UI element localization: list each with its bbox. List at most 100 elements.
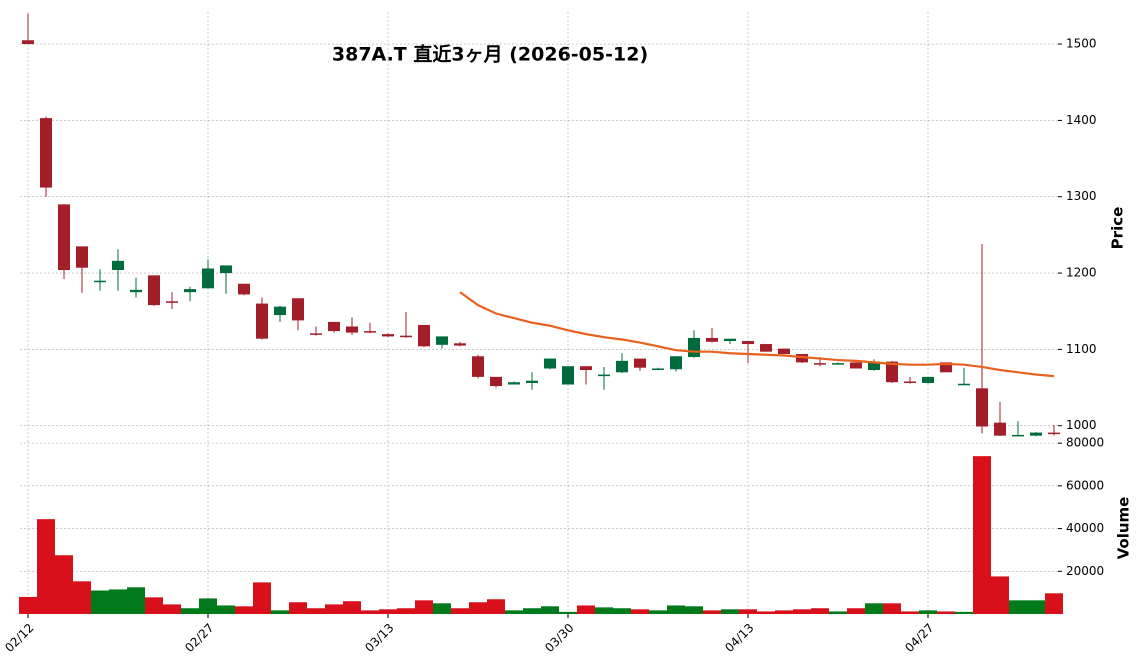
candle-body — [310, 333, 322, 335]
y-tick-label: 20000 — [1066, 564, 1104, 578]
candle-body — [544, 358, 556, 369]
volume-bar — [1045, 593, 1063, 614]
candle-body — [202, 268, 214, 289]
volume-bar — [973, 456, 991, 614]
volume-bar — [307, 608, 325, 614]
candle-body — [112, 260, 124, 271]
candle-body — [382, 334, 394, 337]
candle-body — [940, 362, 952, 373]
candle-body — [706, 337, 718, 342]
volume-bar — [559, 611, 577, 614]
candle-body — [238, 283, 250, 295]
candle-body — [994, 422, 1006, 436]
candle-body — [346, 326, 358, 333]
x-tick-label: 04/27 — [902, 621, 936, 655]
candle-body — [634, 358, 646, 368]
volume-bar — [757, 611, 775, 614]
volume-bar — [703, 610, 721, 614]
candle-body — [598, 374, 610, 377]
volume-bar — [325, 604, 343, 614]
candle-body — [436, 336, 448, 345]
volume-bar — [955, 611, 973, 614]
candle-body — [778, 348, 790, 354]
volume-bar — [253, 582, 271, 614]
volume-bar — [289, 602, 307, 614]
candle-body — [976, 388, 988, 427]
candle-body — [94, 280, 106, 283]
chart-title: 387A.T 直近3ヶ月 (2026-05-12) — [332, 43, 648, 66]
candle-body — [130, 289, 142, 293]
volume-bar — [613, 608, 631, 614]
candle-body — [670, 356, 682, 370]
candle-body — [328, 321, 340, 332]
candle-body — [580, 366, 592, 371]
candle-body — [418, 324, 430, 347]
volume-bar — [487, 599, 505, 614]
volume-bar — [343, 601, 361, 614]
volume-bar — [919, 610, 937, 614]
candle-body — [796, 353, 808, 363]
volume-bar — [577, 605, 595, 614]
volume-bar — [829, 611, 847, 614]
volume-bar — [397, 608, 415, 614]
volume-bar — [667, 605, 685, 614]
volume-bar — [415, 600, 433, 614]
candle-body — [724, 338, 736, 342]
candle-body — [22, 40, 34, 45]
y-tick-label: 1400 — [1066, 113, 1097, 127]
candle-body — [526, 380, 538, 383]
volume-bar — [1009, 600, 1027, 614]
y-tick-label: 1000 — [1066, 418, 1097, 432]
candle-body — [850, 362, 862, 369]
candle-body — [490, 376, 502, 387]
y-tick-label: 40000 — [1066, 521, 1104, 535]
candle-body — [364, 331, 376, 333]
volume-bar — [649, 610, 667, 614]
y-tick-label: 80000 — [1066, 436, 1104, 450]
volume-bar — [991, 576, 1009, 614]
volume-bar — [217, 605, 235, 614]
volume-bar — [127, 587, 145, 614]
volume-bar — [685, 606, 703, 614]
candle-body — [814, 363, 826, 365]
volume-bar — [145, 597, 163, 614]
candle-body — [184, 289, 196, 293]
volume-bar — [73, 581, 91, 614]
candle-body — [58, 204, 70, 271]
moving-average-line — [459, 291, 1055, 378]
volume-bar — [379, 609, 397, 614]
volume-bar — [19, 596, 37, 614]
candle-body — [256, 303, 268, 339]
volume-bar — [811, 608, 829, 614]
candle-body — [472, 356, 484, 377]
candle-body — [868, 361, 880, 371]
volume-bar — [793, 609, 811, 614]
x-tick-label: 02/12 — [2, 621, 36, 655]
y-axis-label: Volume — [1115, 497, 1133, 560]
candle-body — [454, 343, 466, 346]
candle-body — [616, 360, 628, 373]
candle-body — [1012, 434, 1024, 437]
candle-body — [904, 381, 916, 383]
volume-bar — [937, 611, 955, 614]
candle-body — [562, 366, 574, 385]
candle-body — [220, 265, 232, 274]
candle-body — [292, 298, 304, 321]
candle-body — [1048, 432, 1060, 435]
volume-bar — [163, 604, 181, 614]
candle-body — [508, 382, 520, 385]
candle-body — [148, 275, 160, 306]
volume-bar — [523, 608, 541, 614]
y-tick-label: 1100 — [1066, 342, 1097, 356]
volume-bar — [541, 606, 559, 614]
volume-bar — [37, 519, 55, 614]
y-tick-label: 1500 — [1066, 37, 1097, 51]
x-tick-label: 04/13 — [722, 621, 756, 655]
volume-bar — [631, 609, 649, 614]
y-axis-label: Price — [1109, 207, 1127, 250]
x-tick-label: 03/13 — [362, 621, 396, 655]
volume-bar — [91, 590, 109, 614]
volume-bar — [469, 602, 487, 614]
